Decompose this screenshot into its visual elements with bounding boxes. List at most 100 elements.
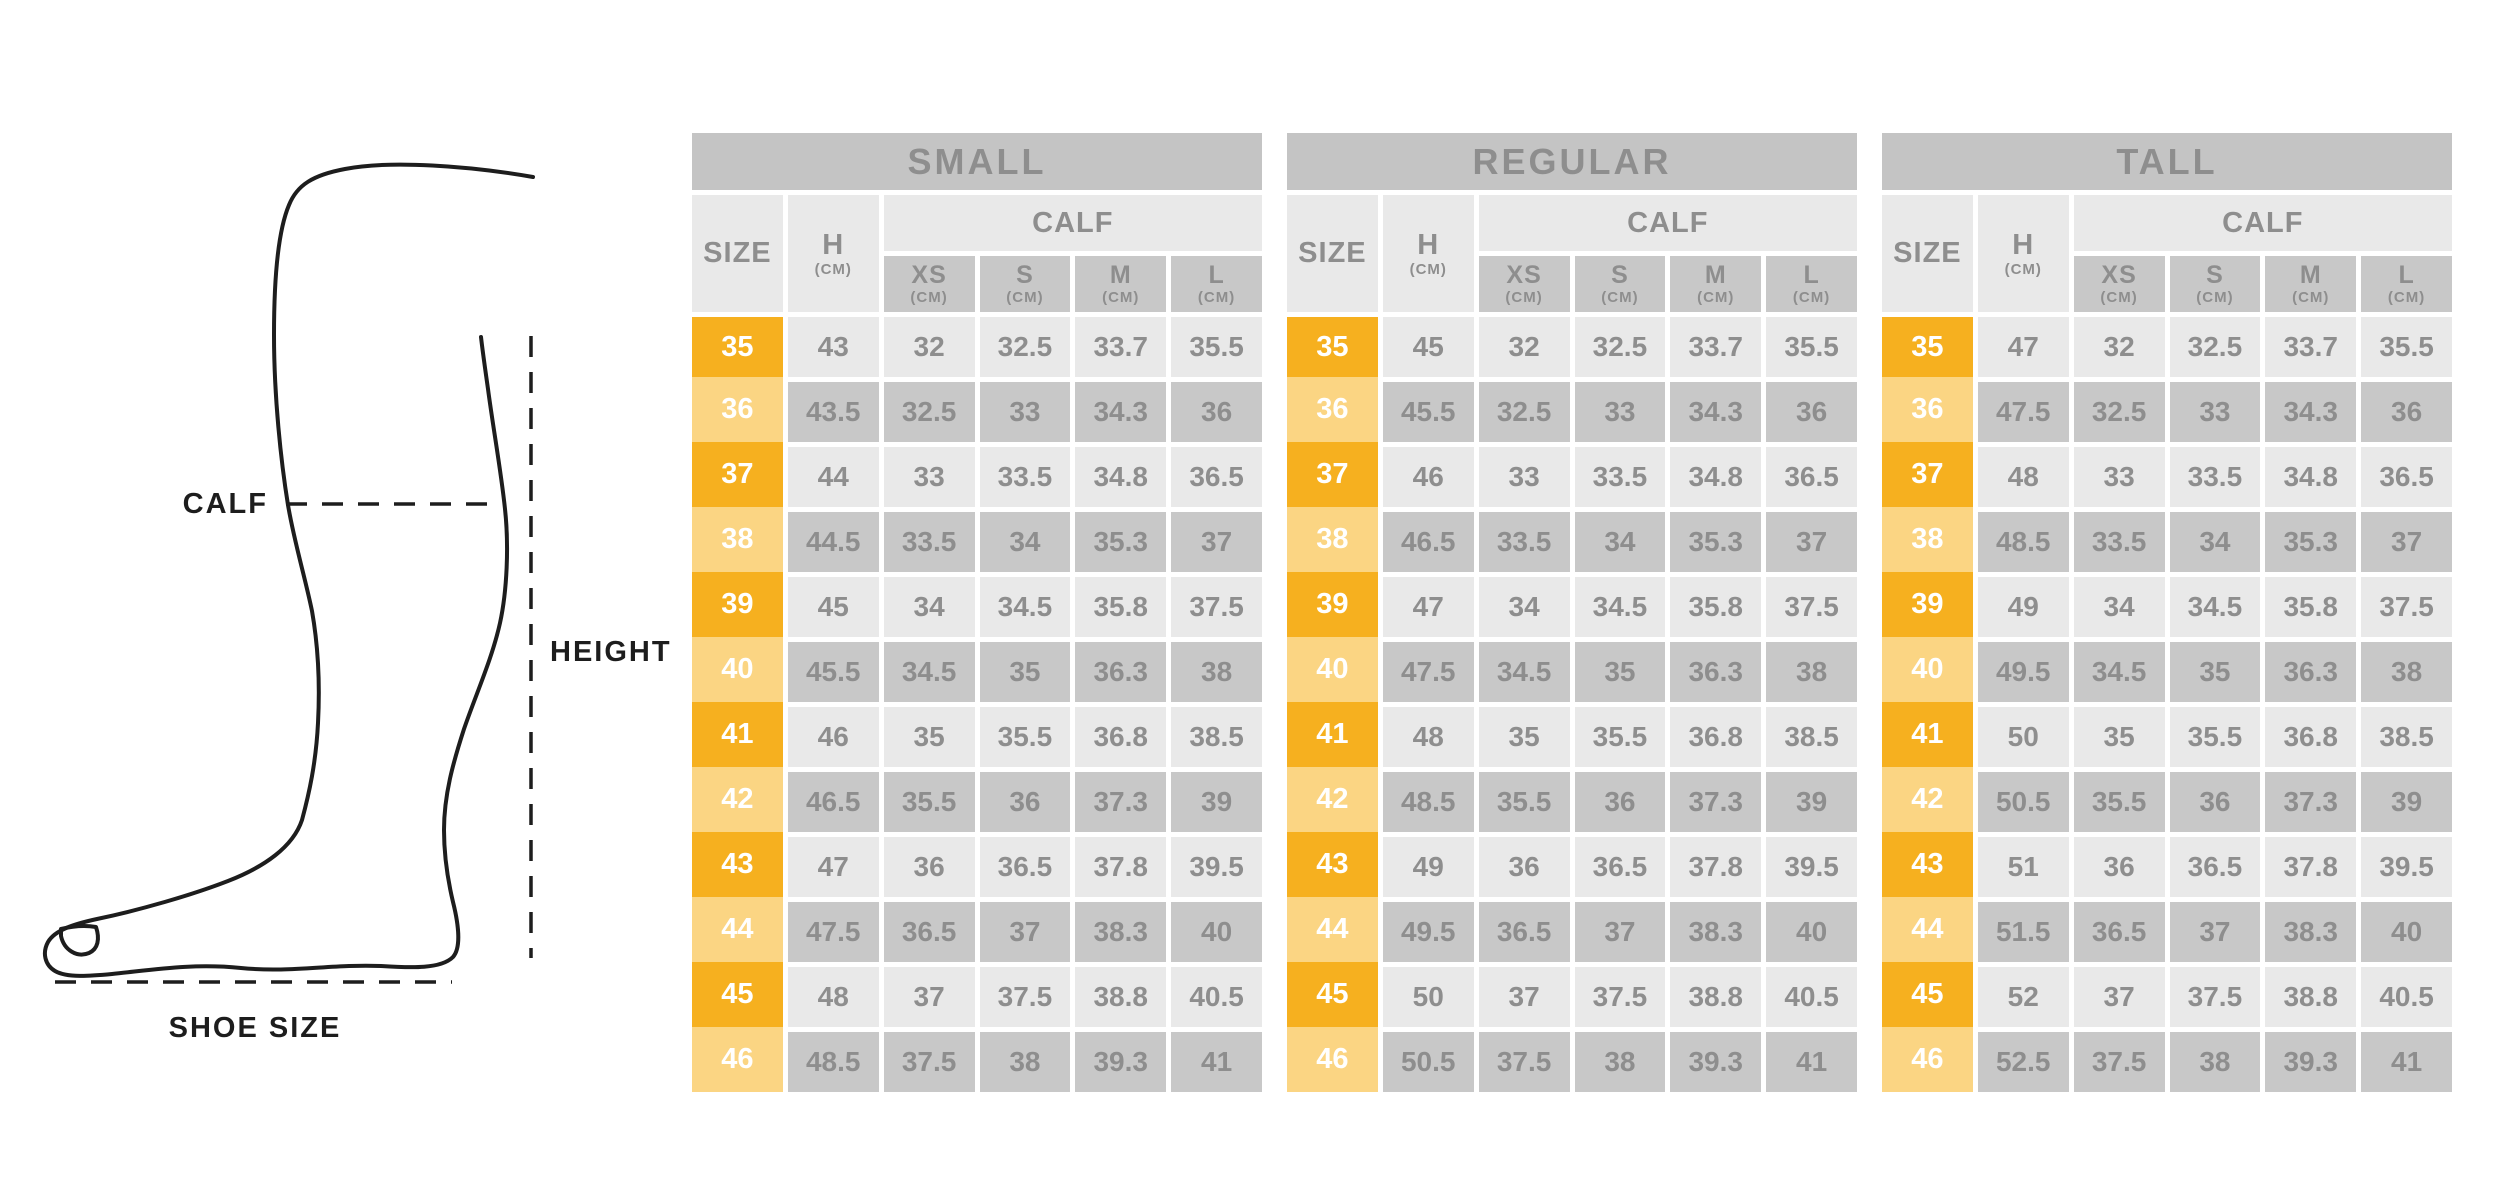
calf-l-column-header: L (CM) (1766, 256, 1857, 312)
s-value-cell: 36.5 (979, 837, 1071, 897)
size-cell: 38 (692, 507, 783, 572)
calf-m-column-header: M (CM) (1670, 256, 1762, 312)
xs-value-cell: 37 (883, 967, 975, 1027)
size-cell: 38 (1287, 507, 1378, 572)
h-value-cell: 46.5 (1382, 512, 1474, 572)
l-value-cell: 36.5 (1766, 447, 1857, 507)
l-value-cell: 40.5 (1766, 967, 1857, 1027)
l-value-cell: 38 (1171, 642, 1262, 702)
s-value-cell: 34 (979, 512, 1071, 572)
cm-unit-label: (CM) (2100, 289, 2138, 306)
m-value-cell: 36.8 (1075, 707, 1167, 767)
l-value-cell: 36 (1766, 382, 1857, 442)
xs-value-cell: 33.5 (2073, 512, 2165, 572)
xs-value-cell: 34.5 (883, 642, 975, 702)
cm-unit-label: (CM) (2292, 289, 2330, 306)
l-header-text: L (2398, 261, 2415, 289)
shoe-size-label: SHOE SIZE (168, 1012, 342, 1044)
xs-value-cell: 32 (883, 317, 975, 377)
xs-value-cell: 36.5 (1478, 902, 1570, 962)
h-value-cell: 43 (787, 317, 879, 377)
m-value-cell: 37.3 (1670, 772, 1762, 832)
l-value-cell: 36 (2361, 382, 2452, 442)
l-value-cell: 40.5 (2361, 967, 2452, 1027)
m-header-text: M (2299, 261, 2322, 289)
size-table-small: SMALL SIZE H (CM) CALF XS (CM) S (CM) M (CM) L (CM) 3… (692, 133, 1262, 1092)
m-value-cell: 38.3 (1075, 902, 1167, 962)
height-column-header: H (CM) (787, 195, 879, 312)
size-cell: 36 (1287, 377, 1378, 442)
m-value-cell: 39.3 (1075, 1032, 1167, 1092)
xs-value-cell: 32 (2073, 317, 2165, 377)
s-value-cell: 33 (979, 382, 1071, 442)
h-value-cell: 48 (1977, 447, 2069, 507)
s-value-cell: 36 (1574, 772, 1666, 832)
s-value-cell: 36 (2169, 772, 2261, 832)
h-value-cell: 45 (787, 577, 879, 637)
xs-value-cell: 35 (883, 707, 975, 767)
size-tables: SMALL SIZE H (CM) CALF XS (CM) S (CM) M (CM) L (CM) 3… (692, 133, 2452, 1092)
size-cell: 46 (1287, 1027, 1378, 1092)
l-value-cell: 37 (1171, 512, 1262, 572)
m-value-cell: 34.8 (2265, 447, 2357, 507)
height-column-header: H (CM) (1382, 195, 1474, 312)
l-value-cell: 37 (1766, 512, 1857, 572)
m-value-cell: 36.3 (1075, 642, 1167, 702)
calf-column-group-header: CALF (883, 195, 1262, 251)
cm-unit-label: (CM) (1792, 289, 1831, 306)
m-value-cell: 34.8 (1670, 447, 1762, 507)
leg-outline (42, 162, 535, 978)
l-value-cell: 37.5 (1171, 577, 1262, 637)
s-value-cell: 36.5 (1574, 837, 1666, 897)
cm-unit-label: (CM) (910, 289, 948, 306)
calf-column-group-header: CALF (1478, 195, 1857, 251)
m-value-cell: 35.8 (1670, 577, 1762, 637)
h-value-cell: 46 (1382, 447, 1474, 507)
calf-s-column-header: S (CM) (2169, 256, 2261, 312)
xs-value-cell: 37.5 (883, 1032, 975, 1092)
size-cell: 45 (1882, 962, 1973, 1027)
m-header-text: M (1704, 261, 1727, 289)
h-value-cell: 49.5 (1382, 902, 1474, 962)
l-header-text: L (1803, 261, 1820, 289)
l-value-cell: 36.5 (1171, 447, 1262, 507)
calf-m-column-header: M (CM) (2265, 256, 2357, 312)
l-value-cell: 37.5 (2361, 577, 2452, 637)
cm-unit-label: (CM) (1409, 260, 1447, 278)
xs-header-text: XS (911, 261, 947, 289)
size-cell: 36 (1882, 377, 1973, 442)
l-value-cell: 40 (1171, 902, 1262, 962)
size-column-header: SIZE (1882, 195, 1973, 312)
s-value-cell: 33 (2169, 382, 2261, 442)
cm-unit-label: (CM) (2387, 289, 2426, 306)
size-cell: 41 (1882, 702, 1973, 767)
size-table-regular: REGULAR SIZE H (CM) CALF XS (CM) S (CM) M (CM) L (CM… (1287, 133, 1857, 1092)
xs-value-cell: 33.5 (883, 512, 975, 572)
xs-value-cell: 35.5 (883, 772, 975, 832)
s-value-cell: 37 (979, 902, 1071, 962)
size-cell: 43 (1882, 832, 1973, 897)
height-header-text: H (2012, 228, 2035, 261)
h-value-cell: 47 (1382, 577, 1474, 637)
leg-illustration (42, 162, 535, 984)
l-value-cell: 36 (1171, 382, 1262, 442)
m-value-cell: 37.8 (1075, 837, 1167, 897)
m-value-cell: 38.3 (2265, 902, 2357, 962)
s-value-cell: 35.5 (2169, 707, 2261, 767)
s-value-cell: 38 (1574, 1032, 1666, 1092)
calf-xs-column-header: XS (CM) (1478, 256, 1570, 312)
l-value-cell: 39 (2361, 772, 2452, 832)
table-title: TALL (1882, 133, 2452, 190)
s-value-cell: 36 (979, 772, 1071, 832)
h-value-cell: 48.5 (1977, 512, 2069, 572)
size-cell: 36 (692, 377, 783, 442)
s-value-cell: 34.5 (2169, 577, 2261, 637)
xs-value-cell: 37.5 (1478, 1032, 1570, 1092)
m-value-cell: 37.3 (1075, 772, 1167, 832)
xs-value-cell: 33 (883, 447, 975, 507)
xs-value-cell: 34 (883, 577, 975, 637)
size-cell: 39 (692, 572, 783, 637)
xs-value-cell: 34 (1478, 577, 1570, 637)
size-column-header: SIZE (1287, 195, 1378, 312)
s-value-cell: 33.5 (979, 447, 1071, 507)
